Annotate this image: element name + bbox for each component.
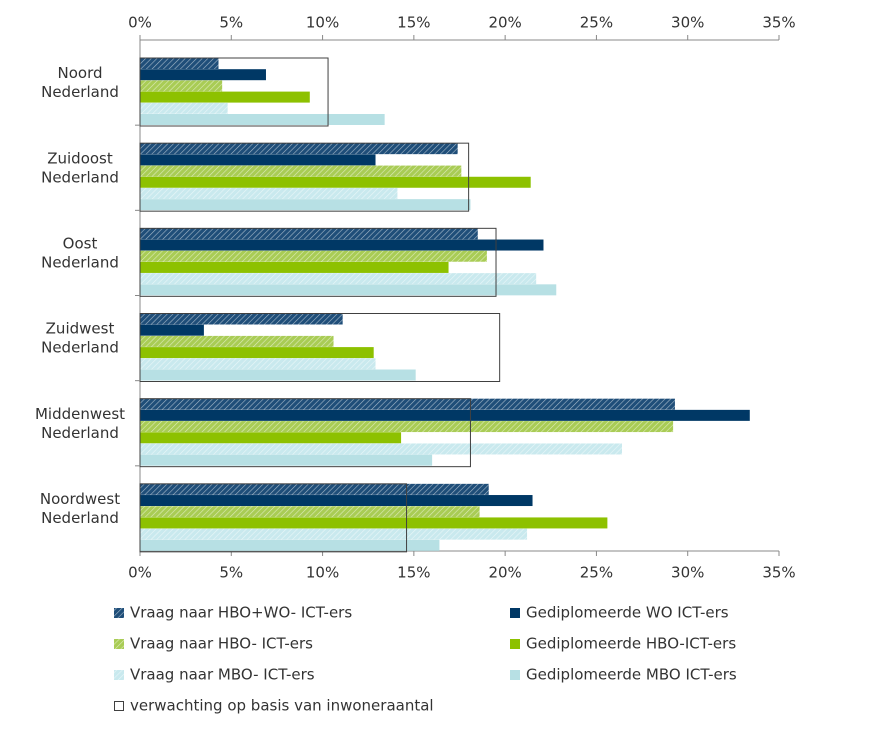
bar: [140, 528, 528, 540]
bar: [140, 228, 478, 240]
legend-swatch: [114, 608, 124, 618]
category-label-line: Zuidoost: [47, 149, 113, 167]
x-tick-label: 35%: [762, 14, 795, 32]
bar: [140, 409, 750, 421]
legend-label: Vraag naar HBO- ICT-ers: [130, 635, 313, 653]
category-label: Noord Nederland: [41, 64, 119, 101]
legend-swatch: [510, 608, 520, 618]
x-tick-label: 35%: [762, 564, 795, 582]
bar: [140, 91, 310, 103]
x-tick-label: 20%: [488, 14, 521, 32]
x-tick-label: 0%: [128, 564, 152, 582]
bar: [140, 347, 374, 359]
x-tick-label: 0%: [128, 14, 152, 32]
category-label-line: Noordwest: [40, 489, 120, 507]
bar: [140, 165, 462, 177]
x-tick-label: 10%: [306, 14, 339, 32]
category-label: Middenwest Nederland: [35, 404, 125, 441]
category-label: Zuidwest Nederland: [41, 319, 119, 356]
category-label-line: Noord: [58, 64, 103, 82]
expected-box: [139, 57, 329, 127]
bar: [140, 284, 557, 296]
category-label-line: Nederland: [41, 253, 119, 271]
x-tick-label: 25%: [580, 14, 613, 32]
bar: [140, 187, 398, 199]
bar: [140, 398, 675, 410]
bar: [140, 313, 343, 325]
legend-label: Gediplomeerde HBO-ICT-ers: [526, 635, 736, 653]
bar: [140, 250, 487, 262]
x-tick-label: 10%: [306, 564, 339, 582]
legend-swatch: [114, 701, 124, 711]
category-label: Noordwest Nederland: [40, 489, 120, 526]
category-label-line: Nederland: [41, 423, 119, 441]
bar: [140, 58, 219, 69]
bar: [140, 102, 228, 114]
bar: [140, 454, 433, 466]
expected-box: [139, 483, 408, 553]
category-label-line: Nederland: [41, 338, 119, 356]
category-label-line: Nederland: [41, 168, 119, 186]
bar: [140, 324, 204, 336]
legend-swatch: [114, 670, 124, 680]
x-tick-label: 25%: [580, 564, 613, 582]
legend-label: Vraag naar MBO- ICT-ers: [130, 666, 315, 684]
bar: [140, 273, 537, 285]
legend-swatch: [510, 639, 520, 649]
bar: [140, 143, 458, 155]
bar: [140, 358, 376, 370]
category-label-line: Nederland: [41, 83, 119, 101]
bar: [140, 517, 608, 529]
expected-box: [139, 227, 497, 297]
bar: [140, 80, 223, 92]
x-tick-label: 15%: [397, 564, 430, 582]
bar: [140, 199, 471, 211]
expected-box: [139, 142, 470, 212]
bar: [140, 495, 533, 507]
bar: [140, 176, 531, 188]
category-label: Zuidoost Nederland: [41, 149, 119, 186]
bar: [140, 539, 440, 551]
expected-box: [139, 313, 501, 382]
legend-label: verwachting op basis van inwoneraantal: [130, 697, 434, 715]
bar: [140, 69, 266, 81]
legend-label: Gediplomeerde WO ICT-ers: [526, 604, 729, 622]
x-tick-label: 5%: [219, 14, 243, 32]
category-label-line: Zuidwest: [46, 319, 115, 337]
bar: [140, 483, 489, 495]
bar: [140, 421, 674, 433]
legend-swatch: [510, 670, 520, 680]
bar: [140, 335, 334, 347]
legend-label: Vraag naar HBO+WO- ICT-ers: [130, 604, 352, 622]
x-tick-label: 30%: [671, 14, 704, 32]
category-label: Oost Nederland: [41, 234, 119, 271]
x-tick-label: 30%: [671, 564, 704, 582]
category-label-line: Nederland: [41, 508, 119, 526]
bar: [140, 154, 376, 166]
category-label-line: Middenwest: [35, 404, 125, 422]
category-label-line: Oost: [63, 234, 98, 252]
legend-label: Gediplomeerde MBO ICT-ers: [526, 666, 737, 684]
bar: [140, 239, 544, 251]
bar: [140, 443, 622, 455]
x-tick-label: 15%: [397, 14, 430, 32]
bar: [140, 114, 385, 125]
bar: [140, 506, 480, 518]
legend-swatch: [114, 639, 124, 649]
bar: [140, 432, 402, 444]
x-tick-label: 5%: [219, 564, 243, 582]
bar: [140, 261, 449, 273]
expected-box: [139, 398, 471, 468]
x-tick-label: 20%: [488, 564, 521, 582]
bar: [140, 369, 416, 381]
